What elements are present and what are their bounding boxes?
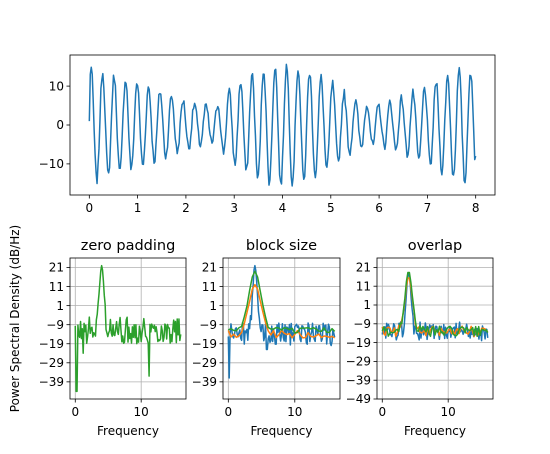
y-tick-label: −29 (39, 356, 64, 370)
plot-area (88, 63, 477, 187)
x-tick-label: 3 (230, 201, 238, 215)
plot-area (227, 264, 336, 379)
psd-series-2 (381, 271, 489, 338)
y-tick-label: 21 (356, 261, 371, 275)
x-tick-label: 1 (134, 201, 142, 215)
y-tick-label: 1 (209, 299, 217, 313)
signal-line (88, 63, 477, 187)
y-tick-label: 11 (49, 280, 64, 294)
psd-series-2 (228, 270, 336, 334)
x-tick-label: 10 (441, 405, 456, 419)
x-tick-label: 6 (375, 201, 383, 215)
y-tick-label: −39 (192, 375, 217, 389)
y-axis-label: Power Spectral Density (dB/Hz) (8, 225, 22, 412)
x-axis-label: Frequency (97, 424, 159, 438)
y-tick-label: −49 (346, 392, 371, 406)
y-tick-label: −29 (346, 355, 371, 369)
y-tick-label: −19 (192, 337, 217, 351)
y-tick-label: −19 (39, 337, 64, 351)
y-tick-label: −39 (346, 373, 371, 387)
x-tick-label: 0 (85, 201, 93, 215)
y-tick-label: −9 (46, 318, 64, 332)
y-tick-label: −19 (346, 336, 371, 350)
x-tick-label: 7 (424, 201, 432, 215)
x-tick-label: 0 (224, 405, 232, 419)
y-tick-label: 11 (356, 279, 371, 293)
x-tick-label: 10 (134, 405, 149, 419)
y-tick-label: 21 (202, 261, 217, 275)
x-tick-label: 8 (472, 201, 480, 215)
axes-frame (222, 257, 341, 400)
axes-title: overlap (408, 238, 462, 254)
y-tick-label: 0 (56, 118, 64, 132)
y-tick-label: −29 (192, 356, 217, 370)
x-tick-label: 5 (327, 201, 335, 215)
axes-title: zero padding (81, 238, 176, 254)
x-axis-label: Frequency (251, 424, 313, 438)
axes-frame (376, 257, 494, 400)
y-tick-label: −9 (353, 317, 371, 331)
plot-area (381, 271, 489, 342)
y-tick-label: 1 (363, 298, 371, 312)
axes-title: block size (246, 238, 317, 254)
x-tick-label: 4 (279, 201, 287, 215)
psd-series-2 (74, 264, 182, 393)
x-tick-label: 2 (182, 201, 190, 215)
plot-area (74, 264, 182, 393)
x-tick-label: 0 (378, 405, 386, 419)
axes-0: 0 1 2 3 4 5 6 7 8 10 0 −10 (39, 54, 496, 215)
y-tick-label: 1 (56, 299, 64, 313)
y-tick-label: 21 (49, 261, 64, 275)
axes-frame (69, 257, 187, 400)
x-axis-label: Frequency (404, 424, 466, 438)
y-tick-label: −10 (39, 157, 64, 171)
y-tick-label: 10 (49, 79, 64, 93)
y-tick-label: −9 (199, 318, 217, 332)
x-tick-label: 0 (71, 405, 79, 419)
y-tick-label: 11 (202, 280, 217, 294)
x-tick-label: 10 (287, 405, 302, 419)
y-tick-label: −39 (39, 375, 64, 389)
